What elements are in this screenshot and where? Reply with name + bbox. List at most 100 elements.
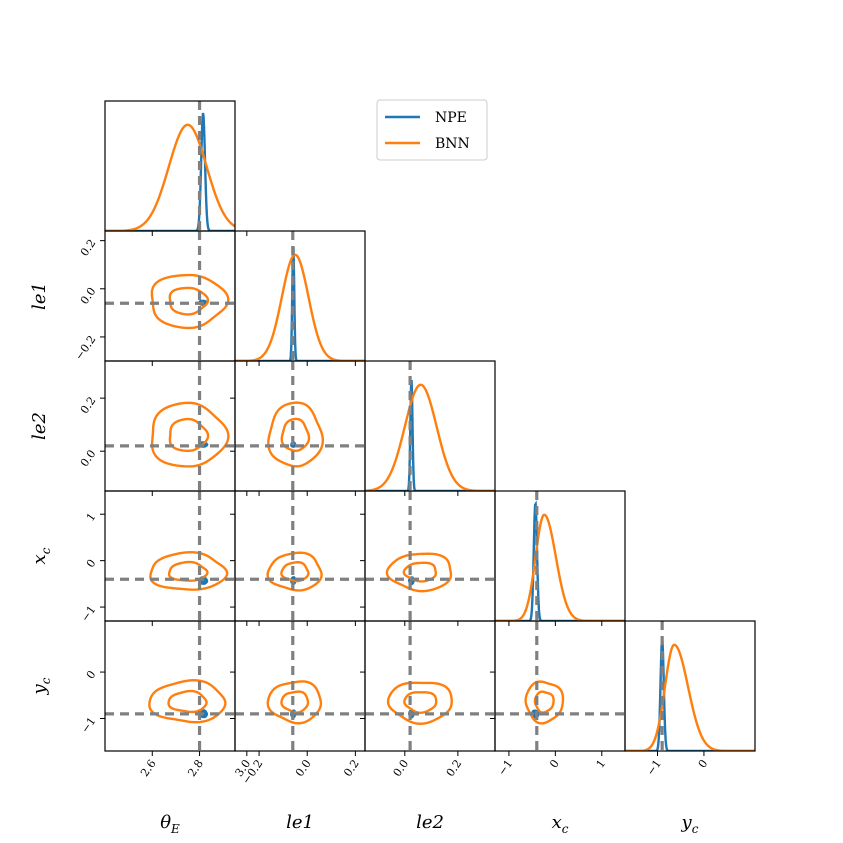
x-axis-title-yc-main: y (681, 812, 693, 833)
marginal-npe-xc (495, 500, 625, 621)
y-tick-label-le1: −0.2 (72, 333, 98, 362)
marginal-bnn-thetaE (105, 123, 235, 231)
y-tick-label-le2: 0.2 (78, 394, 99, 416)
x-axis-title-yc-subscript: c (692, 822, 699, 836)
contour-bnn-2sigma (266, 551, 323, 592)
y-tick-label-xc: 0 (84, 557, 99, 570)
x-axis-title-le1-main: le1 (286, 812, 314, 833)
legend-bnn-label: BNN (435, 136, 470, 152)
contour-bnn-2sigma (150, 273, 230, 330)
panel-content (495, 621, 625, 751)
contour-bnn-2sigma (150, 401, 230, 468)
contour-bnn-2sigma (524, 680, 565, 725)
panel-thetaE-thetaE (104, 100, 248, 236)
x-axis-title-le2-main: le2 (416, 812, 444, 833)
x-tick-label-le2: 0.0 (391, 757, 412, 779)
panel-le2-thetaE: 0.0 0.2 (78, 360, 248, 496)
contour-bnn-1sigma (168, 417, 210, 453)
panel-xc-xc (494, 490, 626, 626)
panel-content (105, 101, 235, 231)
contour-bnn-2sigma (267, 401, 325, 468)
marginal-bnn-xc (495, 513, 625, 621)
marginal-npe-le2 (365, 379, 495, 491)
panel-content (365, 491, 495, 621)
x-axis-title-thetaE: θE (160, 812, 180, 836)
y-axis-title-le2-main: le2 (29, 412, 50, 440)
contour-bnn-1sigma (533, 690, 555, 714)
contour-bnn-1sigma (168, 286, 210, 316)
panel-frame (364, 620, 496, 752)
legend-frame (376, 99, 488, 161)
contour-bnn-2sigma (149, 550, 229, 591)
panel-yc-le1: −0.2 0.0 0.2 (230, 620, 366, 787)
x-tick-label-le1: 0.2 (341, 757, 362, 779)
panel-le1-thetaE: −0.2 0.0 0.2 (72, 230, 248, 366)
panel-content (235, 491, 365, 621)
panel-frame (234, 490, 366, 622)
y-axis-title-le1-main: le1 (29, 282, 50, 310)
panel-le2-le2 (364, 360, 496, 496)
y-tick-label-xc: 1 (84, 510, 99, 523)
marginal-bnn-yc (625, 643, 755, 751)
panel-content (235, 361, 365, 491)
contour-bnn-2sigma (148, 679, 227, 724)
y-axis-title-xc: xc (29, 547, 53, 564)
contour-bnn-2sigma (266, 680, 323, 725)
contour-bnn-1sigma (167, 689, 208, 714)
contour-bnn-2sigma (386, 681, 453, 725)
panel-content (365, 621, 495, 751)
panel-frame (494, 490, 626, 622)
panel-content (235, 231, 365, 361)
panel-frame (104, 360, 236, 492)
x-tick-label-le2: 0.2 (444, 757, 465, 779)
x-tick-label-yc: −1 (644, 757, 664, 778)
contour-bnn-2sigma (385, 552, 453, 593)
panel-yc-le2: 0.0 0.2 (360, 620, 496, 779)
x-axis-title-le2: le2 (416, 812, 444, 833)
panel-xc-le2 (360, 490, 496, 626)
x-axis-title-xc-subscript: c (562, 822, 569, 836)
y-axis-title-yc: yc (29, 677, 53, 695)
panel-content (105, 231, 235, 361)
x-tick-label-xc: 1 (594, 757, 609, 770)
marginal-npe-thetaE (105, 112, 235, 231)
y-axis-title-xc-subscript: c (39, 547, 53, 554)
y-tick-label-xc: −1 (79, 603, 99, 624)
contour-bnn-1sigma (403, 691, 438, 714)
marginal-bnn-le1 (235, 253, 365, 361)
legend-npe-label: NPE (435, 110, 467, 126)
panel-yc-yc: −1 0 (624, 620, 756, 778)
x-tick-label-le1: 0.0 (293, 757, 314, 779)
panel-frame (234, 620, 366, 752)
x-axis-title-thetaE-main: θ (160, 812, 171, 833)
x-axis-title-xc-main: x (552, 812, 562, 833)
contour-bnn-1sigma (280, 690, 310, 714)
panel-frame (234, 230, 366, 362)
panel-frame (364, 360, 496, 492)
panel-content (495, 491, 625, 621)
panel-frame (624, 620, 756, 752)
y-axis-title-yc-subscript: c (39, 677, 53, 684)
y-axis-title-xc-main: x (29, 554, 50, 564)
x-tick-label-xc: −1 (495, 757, 515, 778)
panel-content (105, 361, 235, 491)
y-axis-title-yc-main: y (29, 683, 50, 695)
x-tick-label-thetaE: 2.6 (138, 757, 159, 779)
x-tick-label-yc: 0 (696, 757, 711, 770)
panel-content (105, 621, 235, 751)
y-tick-label-le1: 0.2 (78, 237, 99, 259)
panel-frame (364, 490, 496, 622)
panel-content (105, 491, 235, 621)
panel-le1-le1 (234, 230, 366, 366)
contour-npe-2sigma (407, 576, 415, 586)
panel-yc-thetaE: 2.6 2.8 3.0−10 (79, 620, 253, 779)
x-axis-title-xc: xc (552, 812, 569, 836)
panel-yc-xc: −1 0 1 (490, 620, 626, 778)
x-axis-title-le1: le1 (286, 812, 314, 833)
y-tick-label-le1: 0.0 (78, 285, 99, 307)
legend: NPE BNN (376, 99, 488, 161)
x-tick-label-thetaE: 2.8 (185, 757, 206, 779)
panel-content (365, 361, 495, 491)
